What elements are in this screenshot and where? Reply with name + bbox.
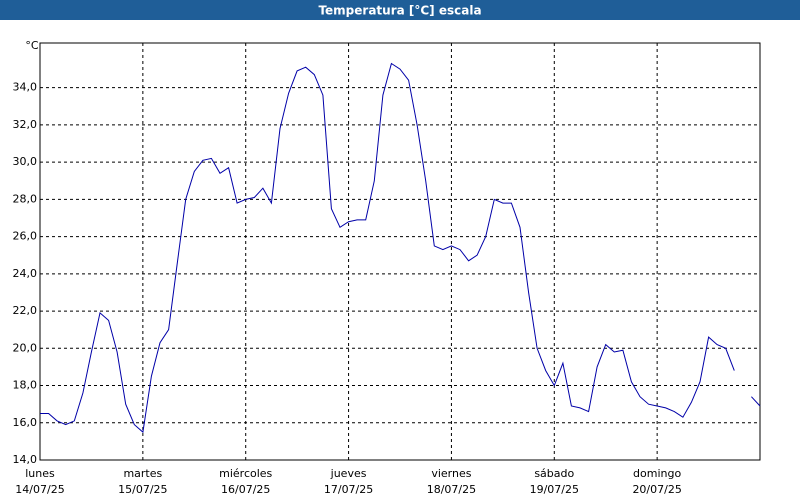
- x-tick-date: 20/07/25: [632, 483, 681, 496]
- y-tick-label: 16,0: [13, 416, 38, 429]
- y-tick-label: 26,0: [13, 230, 38, 243]
- x-tick-date: 17/07/25: [324, 483, 373, 496]
- x-tick-label: martes: [123, 467, 162, 480]
- y-tick-label: 18,0: [13, 379, 38, 392]
- x-tick-date: 18/07/25: [427, 483, 476, 496]
- y-tick-label: 30,0: [13, 155, 38, 168]
- x-tick-label: sábado: [534, 467, 574, 480]
- x-tick-date: 16/07/25: [221, 483, 270, 496]
- y-tick-label: 14,0: [13, 453, 38, 466]
- y-tick-label: 32,0: [13, 118, 38, 131]
- y-tick-label: 24,0: [13, 267, 38, 280]
- chart-title: Temperatura [°C] escala: [318, 4, 481, 18]
- y-tick-label: 22,0: [13, 304, 38, 317]
- x-tick-label: miércoles: [219, 467, 272, 480]
- temperature-line: [40, 62, 761, 434]
- x-tick-date: 15/07/25: [118, 483, 167, 496]
- y-tick-label: 34,0: [13, 81, 38, 94]
- x-tick-label: viernes: [431, 467, 471, 480]
- y-tick-label: 20,0: [13, 341, 38, 354]
- x-tick-date: 14/07/25: [15, 483, 64, 496]
- x-tick-label: lunes: [25, 467, 55, 480]
- x-tick-label: jueves: [330, 467, 367, 480]
- title-bar: [0, 0, 800, 20]
- x-tick-date: 19/07/25: [530, 483, 579, 496]
- y-unit: °C: [25, 39, 39, 52]
- x-tick-label: domingo: [633, 467, 681, 480]
- y-tick-label: 28,0: [13, 192, 38, 205]
